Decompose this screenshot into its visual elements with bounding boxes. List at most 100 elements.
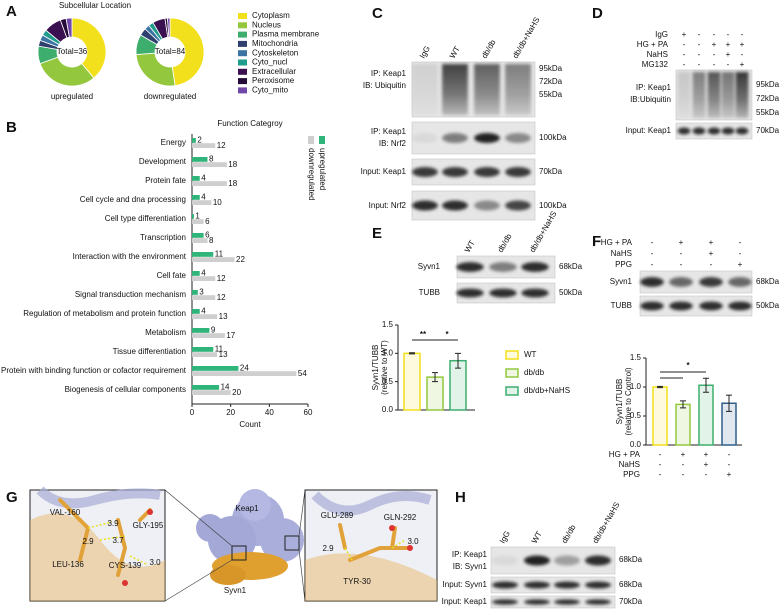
size-marker: 68kDa <box>619 580 643 589</box>
error-bar <box>680 400 686 409</box>
residue-label: TYR-30 <box>343 577 371 586</box>
row-label: IP: Keap1 <box>371 69 407 78</box>
bar <box>192 219 204 224</box>
bar <box>192 157 208 162</box>
row-label: Input: Keap1 <box>442 597 488 606</box>
lane-label: db/db+NaHS <box>511 16 542 60</box>
category-label: Interaction with the environment <box>73 252 187 261</box>
bar <box>192 352 218 357</box>
blot-band <box>584 555 612 566</box>
condition-mark: + <box>727 470 732 479</box>
condition-mark: - <box>651 260 654 269</box>
row-label: IB: Syvn1 <box>453 562 488 571</box>
condition-mark: - <box>713 50 716 59</box>
blot-band <box>521 262 549 272</box>
legend-label: Nucleus <box>252 20 281 29</box>
lane-label: db/db <box>560 523 578 545</box>
value-label: 8 <box>209 236 214 245</box>
blot-smear <box>735 72 749 118</box>
category-label: Tissue differentiation <box>113 347 186 356</box>
row-label: TUBB <box>419 288 440 297</box>
size-marker: 50kDa <box>756 301 780 310</box>
value-label: 12 <box>217 141 226 150</box>
condition-mark: + <box>726 50 731 59</box>
legend-swatch <box>238 13 247 19</box>
value-label: 11 <box>215 250 224 259</box>
y-tick-label: 1.0 <box>630 382 642 391</box>
blot-band <box>521 288 549 298</box>
category-label: Cell type differentiation <box>105 214 186 223</box>
legend-label: db/db+NaHS <box>524 386 570 395</box>
blot-band <box>640 301 664 311</box>
lane-label: db/db <box>496 232 514 254</box>
size-marker: 55kDa <box>756 108 780 117</box>
condition-mark: - <box>682 460 685 469</box>
value-label: 2 <box>197 136 202 145</box>
significance: ** <box>420 330 427 339</box>
blot-smear <box>692 72 706 118</box>
panel-label: H <box>455 489 466 506</box>
blot-band <box>584 581 612 589</box>
row-label: IP: Keap1 <box>452 550 488 559</box>
row-label: Input: Syvn1 <box>443 580 488 589</box>
size-marker: 68kDa <box>756 277 780 286</box>
condition-mark: + <box>709 238 714 247</box>
blot-band <box>699 301 723 311</box>
residue-label: GLN-292 <box>384 513 417 522</box>
blot-smear <box>677 72 691 118</box>
blot-band <box>505 200 531 211</box>
value-label: 18 <box>228 179 237 188</box>
condition-label: PPG <box>623 470 640 479</box>
bar <box>192 309 200 314</box>
blot-band <box>491 599 519 605</box>
panel-label: A <box>6 3 17 20</box>
x-tick-label: 60 <box>304 408 313 417</box>
condition-mark: + <box>681 450 686 459</box>
x-tick-label: 40 <box>265 408 274 417</box>
blot-band <box>699 277 723 287</box>
pie-slice <box>65 17 73 38</box>
value-label: 12 <box>217 274 226 283</box>
legend-swatch <box>238 87 247 94</box>
condition-mark: + <box>712 40 717 49</box>
y-tick-label: 0.5 <box>382 377 394 386</box>
row-label: Input: Keap1 <box>361 167 407 176</box>
bar <box>698 384 714 446</box>
blot-band <box>692 127 706 135</box>
condition-mark: + <box>738 260 743 269</box>
chart-title: Subcellular Location <box>59 1 131 10</box>
blot-band <box>491 555 519 566</box>
condition-mark: - <box>728 450 731 459</box>
blot-band <box>489 288 517 298</box>
bar <box>192 138 196 143</box>
center-label: Total=84 <box>155 47 186 56</box>
bar <box>192 200 212 205</box>
series-name: downregulated <box>144 92 196 101</box>
condition-mark: - <box>659 460 662 469</box>
condition-label: NaHS <box>611 249 632 258</box>
blot-smear <box>412 64 438 115</box>
lane-label: WT <box>448 45 462 60</box>
category-label: Protein fate <box>145 176 186 185</box>
x-axis-label: Count <box>239 420 261 429</box>
significance: * <box>686 361 690 370</box>
residue-label: Keap1 <box>235 504 259 513</box>
residue-label: 3.9 <box>107 519 119 528</box>
blot-band <box>474 133 500 143</box>
condition-mark: - <box>698 40 701 49</box>
bar <box>192 181 227 186</box>
bar <box>192 271 200 276</box>
blot-band <box>640 277 664 287</box>
blot-band <box>442 200 468 211</box>
bar <box>192 295 216 300</box>
y-tick-label: 0.0 <box>382 405 394 414</box>
condition-mark: - <box>659 470 662 479</box>
blot-band <box>553 599 581 605</box>
value-label: 18 <box>228 160 237 169</box>
legend-swatch <box>308 136 314 144</box>
row-label: IP: Keap1 <box>371 127 407 136</box>
condition-mark: - <box>727 60 730 69</box>
panel-label: F <box>592 233 601 250</box>
condition-mark: - <box>698 60 701 69</box>
category-label: Cell cycle and dna processing <box>80 195 186 204</box>
